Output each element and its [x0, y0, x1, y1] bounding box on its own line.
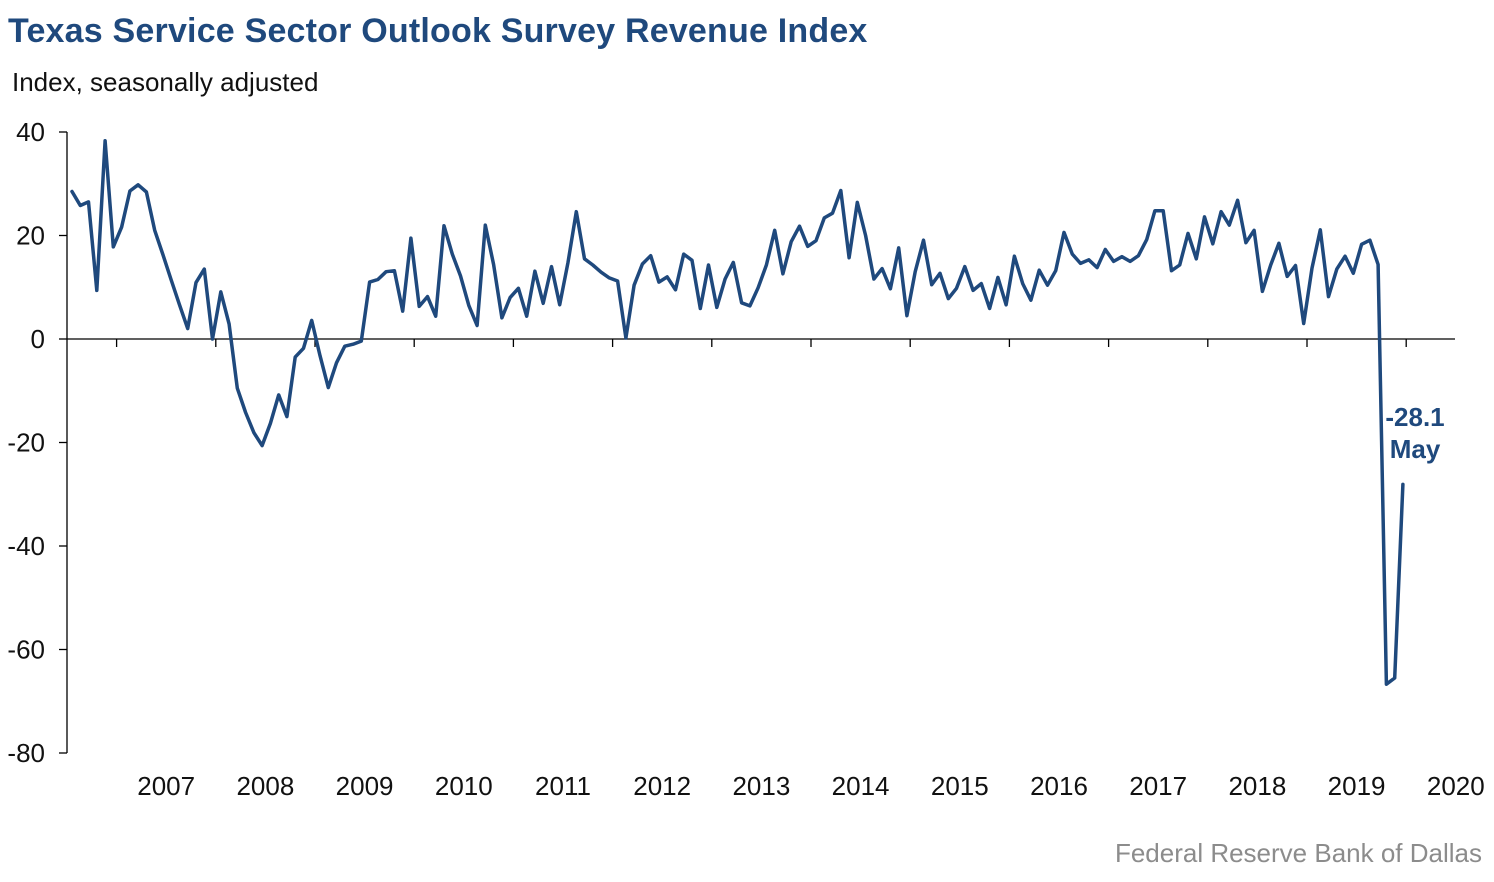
y-tick-label: 0 — [31, 324, 45, 354]
x-tick-label: 2012 — [633, 771, 691, 801]
x-tick-label: 2007 — [137, 771, 195, 801]
annotation-label: May — [1390, 434, 1441, 464]
y-tick-label: -40 — [7, 531, 45, 561]
source-credit: Federal Reserve Bank of Dallas — [1114, 838, 1482, 868]
y-tick-label: -20 — [7, 428, 45, 458]
x-tick-label: 2011 — [535, 771, 591, 801]
x-tick-label: 2009 — [336, 771, 394, 801]
y-tick-label: -80 — [7, 738, 45, 768]
x-tick-label: 2018 — [1228, 771, 1286, 801]
chart-axes — [66, 132, 1455, 753]
y-tick-label: -60 — [7, 635, 45, 665]
x-tick-label: 2010 — [435, 771, 493, 801]
y-tick-label: 40 — [16, 117, 45, 147]
x-tick-label: 2020 — [1427, 771, 1485, 801]
x-axis-ticks: 2007 2008 2009 2010 2011 2012 2013 2014 2015 2016… — [115, 339, 1485, 801]
chart-subtitle: Index, seasonally adjusted — [12, 67, 319, 97]
x-tick-label: 2019 — [1328, 771, 1386, 801]
x-tick-label: 2014 — [832, 771, 890, 801]
x-tick-label: 2015 — [931, 771, 989, 801]
annotation-value: -28.1 — [1385, 402, 1444, 432]
x-tick-label: 2017 — [1129, 771, 1187, 801]
x-tick-label: 2016 — [1030, 771, 1088, 801]
y-axis-ticks: 40 20 0 -20 -40 -60 -80 — [7, 117, 67, 768]
chart-title: Texas Service Sector Outlook Survey Reve… — [8, 12, 868, 50]
y-tick-label: 20 — [16, 221, 45, 251]
series-line — [70, 139, 1405, 686]
x-tick-label: 2013 — [732, 771, 790, 801]
x-tick-label: 2008 — [236, 771, 294, 801]
